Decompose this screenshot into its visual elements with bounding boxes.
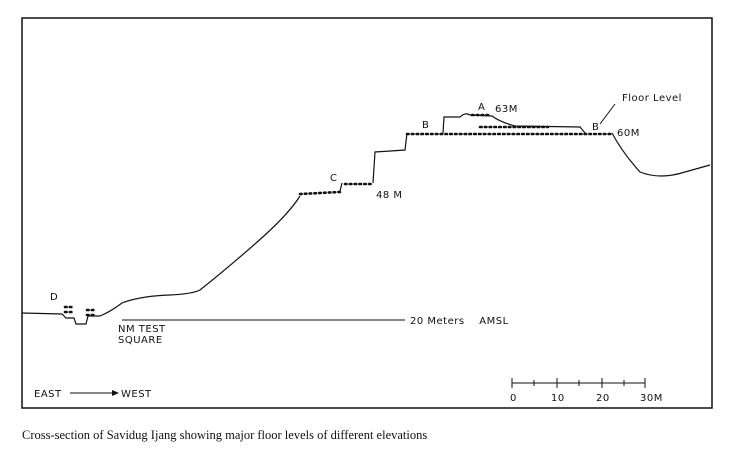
scale-label: 30M (640, 393, 663, 404)
figure: A 63M Floor Level B B 60M C 48 M D NM TE… (21, 17, 713, 409)
label-c-elevation: 48 M (376, 190, 403, 201)
leader-line (599, 103, 616, 125)
scale-label: 20 (596, 393, 610, 404)
label-test-square: NM TEST (118, 324, 166, 335)
label-test-square: SQUARE (118, 335, 163, 346)
label-d: D (50, 292, 58, 303)
mound-outline (442, 113, 586, 134)
ground-profile (21, 132, 711, 325)
floor-d (63, 305, 98, 317)
label-a-elevation: 63M (495, 104, 518, 115)
scale-label: 0 (510, 393, 517, 404)
label-east: EAST (34, 389, 62, 400)
label-c: C (330, 173, 337, 184)
label-floor-level: Floor Level (622, 93, 682, 104)
label-b-left: B (422, 120, 429, 131)
caption: Cross-section of Savidug Ijang showing m… (22, 428, 428, 442)
label-b-elevation: 60M (617, 128, 640, 139)
label-a: A (478, 102, 485, 113)
floor-63m (470, 113, 550, 129)
label-amsl: 20 Meters AMSL (410, 316, 509, 327)
floor-48m (298, 182, 374, 196)
arrow-head (112, 390, 119, 396)
frame (21, 17, 713, 409)
label-b-right: B (592, 122, 599, 133)
label-west: WEST (121, 389, 152, 400)
scale-label: 10 (551, 393, 565, 404)
scale-bar (511, 378, 646, 388)
